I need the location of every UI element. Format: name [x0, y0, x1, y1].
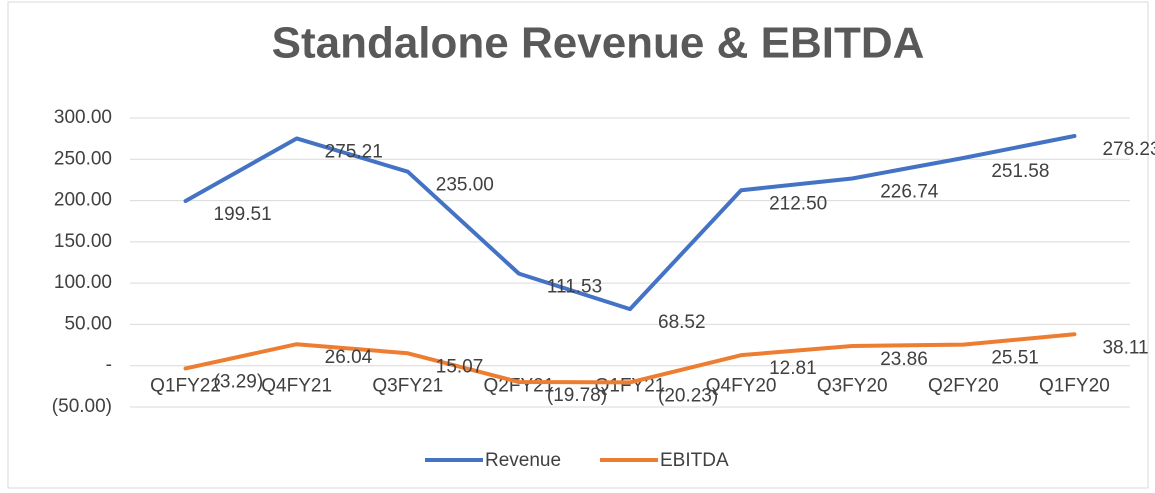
- x-tick-label: Q1FY20: [1039, 376, 1110, 397]
- y-tick-label: -: [106, 355, 112, 376]
- y-tick-label: 150.00: [54, 231, 112, 252]
- data-label: 235.00: [436, 175, 494, 196]
- data-label: 275.21: [325, 141, 383, 162]
- x-tick-label: Q2FY20: [928, 376, 999, 397]
- data-label: 68.52: [658, 312, 706, 333]
- line-series: [183, 133, 1077, 312]
- data-label: (3.29): [214, 371, 264, 392]
- data-label: (20.23): [658, 385, 718, 406]
- y-tick-label: 100.00: [54, 272, 112, 293]
- line-series: [183, 332, 1077, 385]
- data-label: 26.04: [325, 347, 373, 368]
- data-label: 15.07: [436, 356, 484, 377]
- x-tick-label: Q4FY20: [706, 376, 777, 397]
- legend-label: EBITDA: [660, 450, 729, 471]
- x-tick-label: Q2FY21: [484, 376, 555, 397]
- y-tick-label: 50.00: [64, 313, 112, 334]
- data-label: 212.50: [769, 193, 827, 214]
- x-tick-label: Q3FY21: [372, 376, 443, 397]
- chart-border: [7, 1, 1149, 489]
- data-label: 226.74: [880, 182, 939, 203]
- y-tick-label: 250.00: [54, 148, 112, 169]
- data-label: 25.51: [991, 348, 1039, 369]
- data-label: 278.23: [1102, 139, 1155, 160]
- y-tick-label: 200.00: [54, 190, 112, 211]
- data-label: 23.86: [880, 349, 928, 370]
- y-tick-label: 300.00: [54, 107, 112, 128]
- data-label: 38.11: [1102, 337, 1148, 358]
- y-tick-label: (50.00): [52, 396, 112, 417]
- data-label: 251.58: [991, 161, 1049, 182]
- data-label: 111.53: [547, 277, 602, 298]
- x-tick-label: Q3FY20: [817, 376, 888, 397]
- data-label: 199.51: [214, 204, 272, 225]
- x-tick-label: Q4FY21: [261, 376, 332, 397]
- data-label: (19.78): [547, 385, 607, 406]
- x-tick-label: Q1FY22: [150, 376, 221, 397]
- data-label: 12.81: [769, 358, 817, 379]
- legend-label: Revenue: [485, 450, 561, 471]
- chart-title: Standalone Revenue & EBITDA: [272, 19, 925, 68]
